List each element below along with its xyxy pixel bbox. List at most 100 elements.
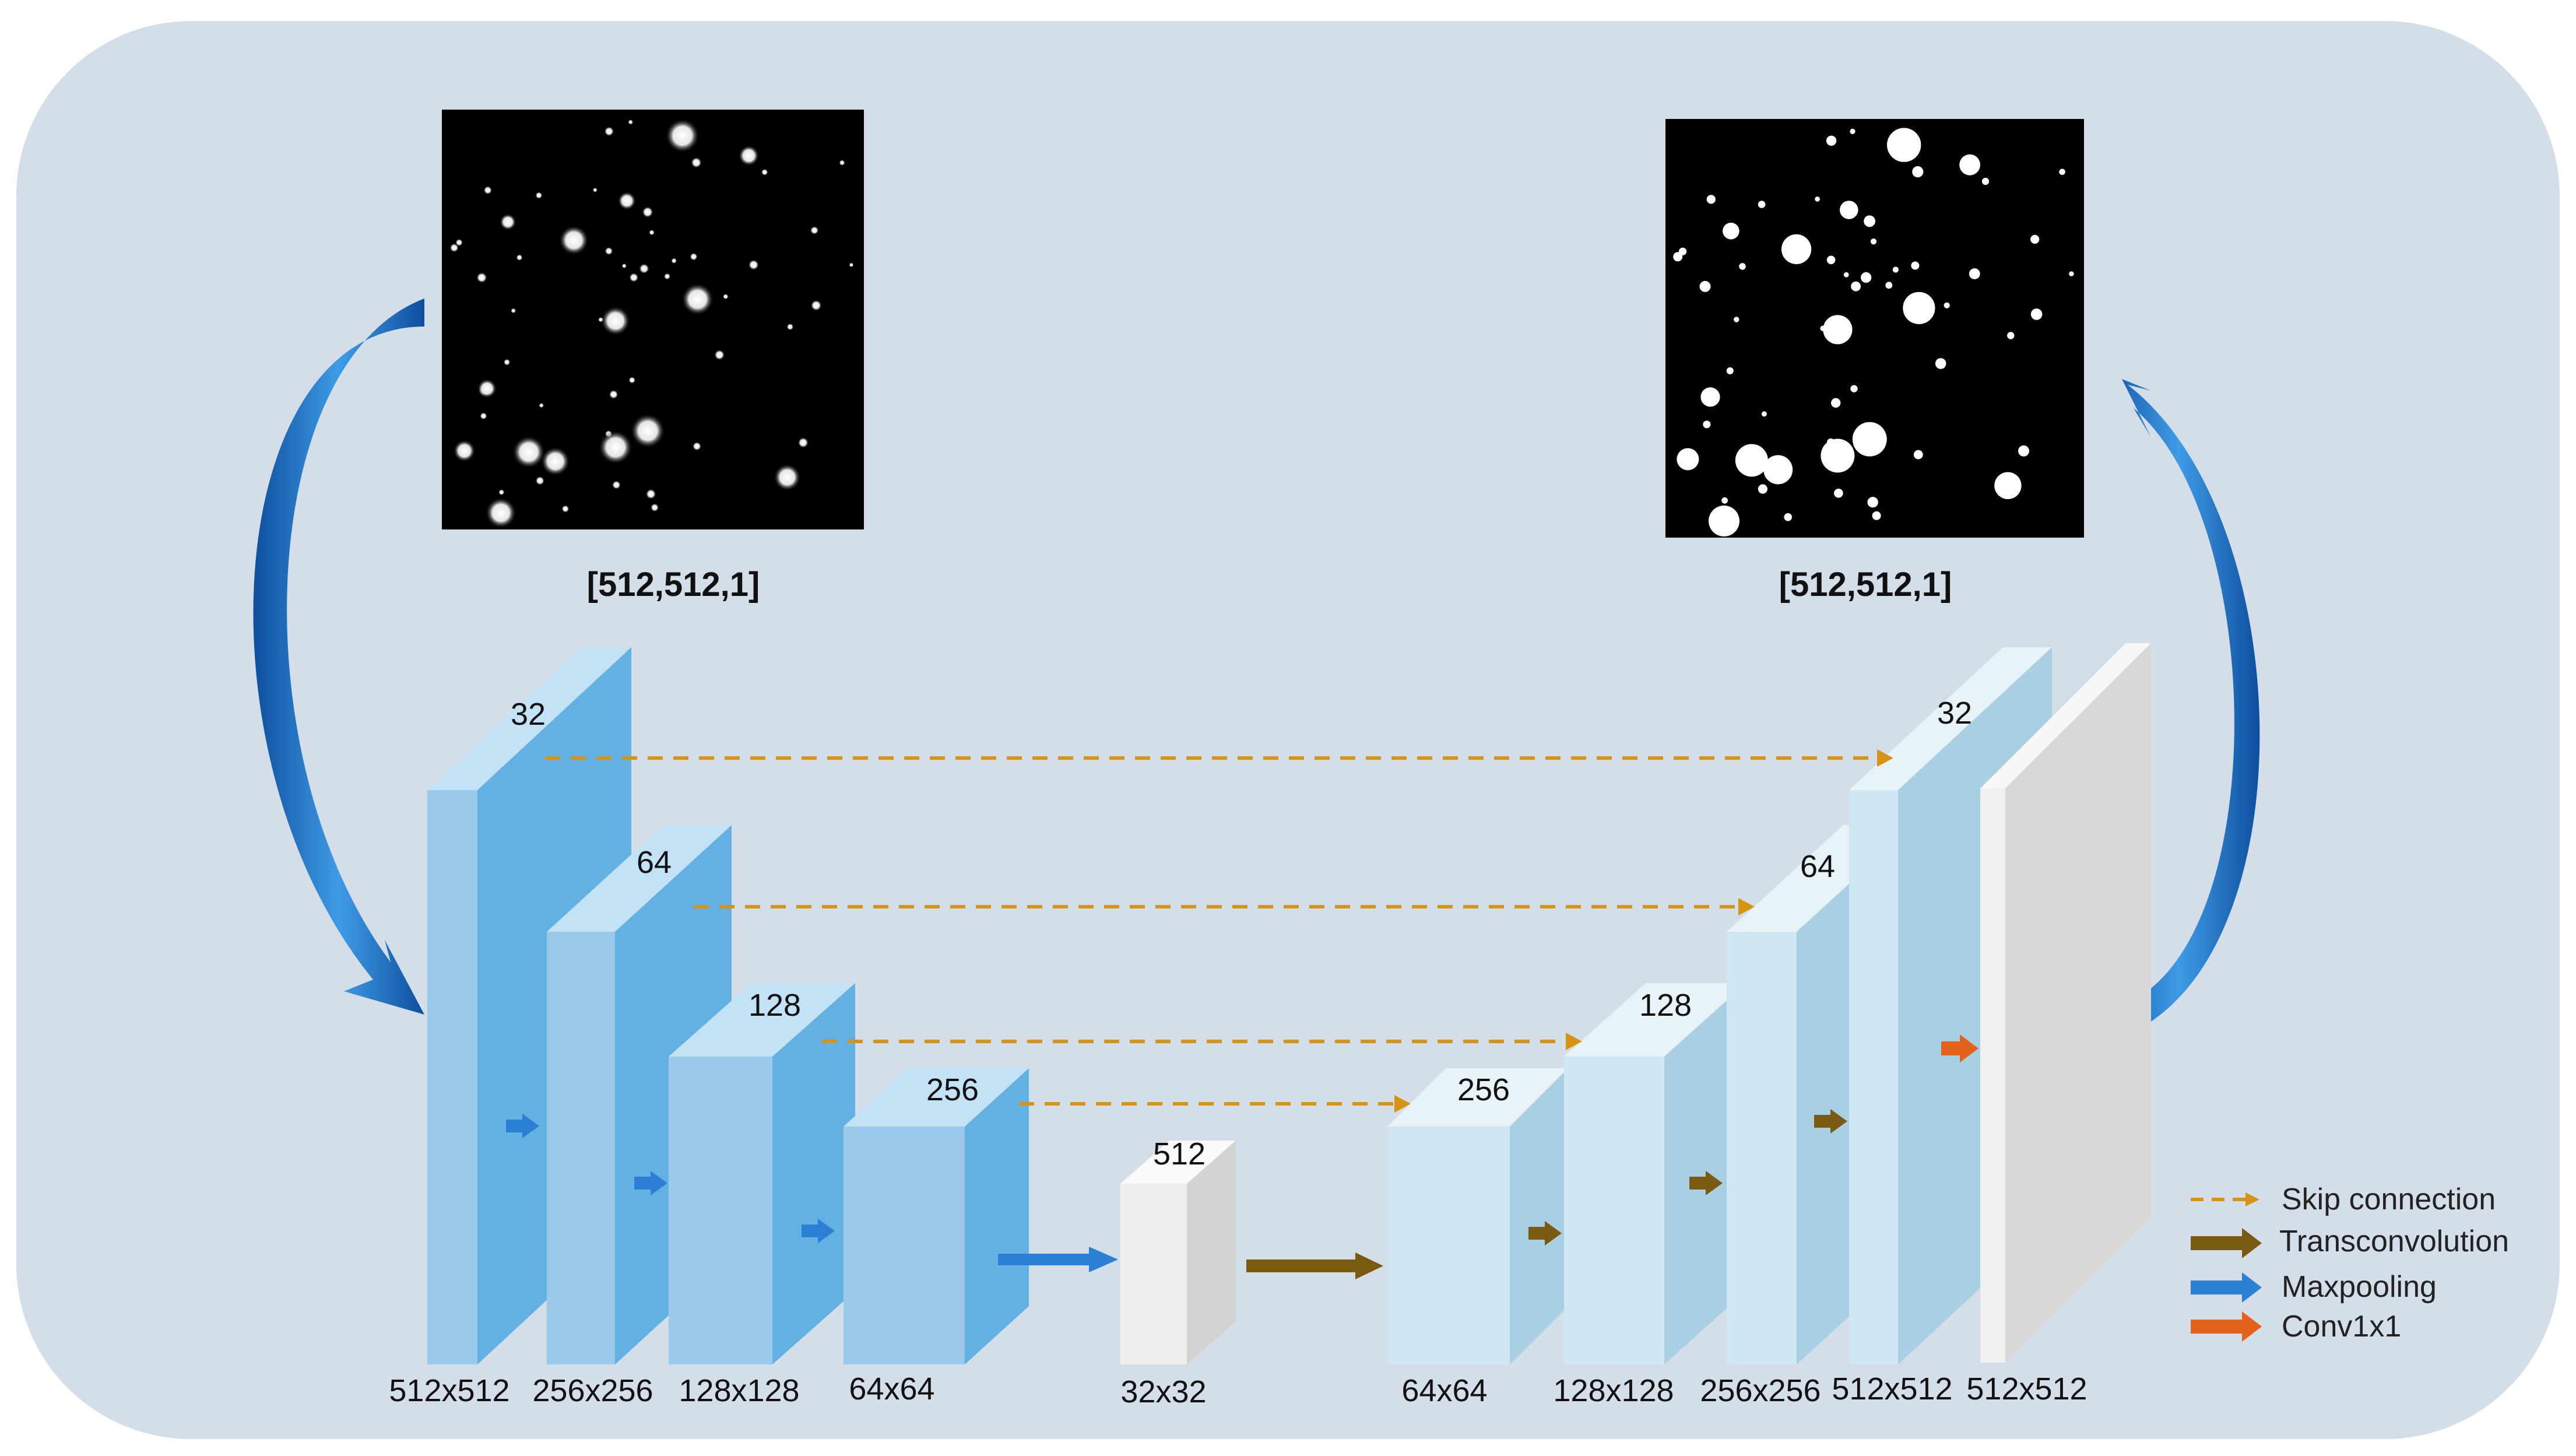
image-spot — [479, 412, 487, 420]
decoder-block-1 — [1387, 1068, 1568, 1364]
image-spot — [1784, 513, 1792, 521]
encoder-4-size: 64x64 — [849, 1371, 934, 1406]
image-spot — [690, 252, 698, 261]
decoder-3-channels: 64 — [1800, 849, 1835, 884]
image-spot — [1892, 266, 1899, 273]
image-spot — [628, 272, 639, 283]
input-flow-curved-arrow — [253, 299, 424, 1015]
legend-maxpooling: Maxpooling — [2191, 1270, 2437, 1304]
maxpool-arrow-3 — [802, 1219, 835, 1243]
decoder-2-size: 128x128 — [1553, 1373, 1674, 1408]
image-spot — [453, 440, 476, 462]
legend-transconvolution-label: Transconvolution — [2279, 1225, 2509, 1258]
image-spot — [511, 308, 516, 314]
image-spot — [1969, 268, 1980, 279]
image-spot — [539, 402, 544, 408]
image-spot — [714, 349, 725, 360]
image-spot — [1673, 252, 1683, 262]
image-spot — [2007, 332, 2015, 339]
image-spot — [839, 159, 845, 166]
image-spot — [1723, 222, 1739, 240]
image-spot — [663, 273, 671, 280]
image-spot — [1935, 358, 1946, 369]
image-spot — [621, 263, 627, 269]
encoder-3-channels: 128 — [748, 988, 801, 1023]
image-spot — [1831, 398, 1841, 408]
image-spot — [1709, 506, 1739, 536]
image-spot — [1864, 215, 1876, 227]
decoder-1-size: 64x64 — [1401, 1373, 1487, 1408]
image-spot — [540, 447, 570, 476]
encoder-2-channels: 64 — [637, 845, 672, 880]
image-spot — [786, 323, 794, 331]
image-spot — [2069, 271, 2074, 276]
image-spot — [1726, 367, 1734, 374]
image-spot — [774, 464, 801, 491]
image-spot — [849, 262, 854, 268]
skip-connection-256-arrowhead — [1394, 1095, 1411, 1113]
bottleneck-size: 32x32 — [1120, 1374, 1206, 1409]
image-spot — [1826, 135, 1837, 146]
image-spot — [650, 503, 659, 512]
image-spot — [604, 126, 614, 136]
image-spot — [1981, 177, 1990, 185]
legend: Skip connection Transconvolution Maxpool… — [2191, 1183, 2509, 1343]
output-flow-curved-arrow — [2097, 379, 2260, 1044]
encoder-2-size: 256x256 — [532, 1373, 653, 1408]
image-spot — [628, 119, 634, 125]
maxpool-arrow-1 — [506, 1114, 539, 1138]
legend-maxpooling-label: Maxpooling — [2282, 1270, 2437, 1304]
image-spot — [516, 254, 523, 261]
image-spot — [1815, 197, 1820, 202]
image-spot — [1867, 497, 1878, 508]
skip-connection-128-arrowhead — [1566, 1033, 1582, 1050]
image-spot — [592, 187, 598, 193]
image-spot — [1826, 255, 1836, 265]
maxpool-arrow-2 — [634, 1171, 667, 1195]
image-spot — [722, 293, 729, 300]
image-spot — [690, 157, 702, 169]
image-spot — [1677, 448, 1699, 471]
legend-conv1x1-label: Conv1x1 — [2282, 1310, 2401, 1343]
image-spot — [500, 213, 516, 231]
image-spot — [503, 359, 511, 366]
image-spot — [1852, 422, 1887, 457]
image-spot — [671, 258, 677, 264]
image-spot — [612, 480, 621, 490]
image-spot — [1700, 387, 1720, 407]
image-spot — [630, 413, 665, 448]
image-spot — [2018, 445, 2029, 457]
image-spot — [498, 489, 505, 496]
image-spot — [810, 226, 819, 235]
image-spot — [681, 283, 714, 315]
encoder-block-3 — [669, 983, 855, 1364]
output-block — [1980, 643, 2151, 1363]
skip-connection-64-arrowhead — [1738, 898, 1755, 915]
image-spot — [1912, 166, 1924, 178]
image-spot — [1735, 444, 1768, 477]
image-spot — [1870, 238, 1877, 245]
image-spot — [1959, 154, 1981, 176]
skip-connection-32-arrowhead — [1877, 749, 1893, 767]
image-spot — [1706, 195, 1716, 204]
image-spot — [1850, 385, 1858, 392]
image-spot — [1850, 128, 1855, 134]
decoder-1-channels: 256 — [1457, 1072, 1510, 1107]
decoder-3-size: 256x256 — [1700, 1373, 1821, 1408]
transconv-arrow-1 — [1528, 1221, 1562, 1246]
image-spot — [1758, 484, 1767, 494]
image-spot — [2030, 234, 2040, 244]
image-spot — [600, 306, 630, 336]
image-spot — [477, 378, 497, 398]
image-spot — [605, 247, 613, 255]
decoder-4-channels: 32 — [1937, 696, 1972, 731]
image-spot — [485, 497, 516, 528]
image-spot — [1703, 420, 1711, 429]
image-spot — [692, 441, 702, 451]
image-spot — [1734, 317, 1739, 322]
image-spot — [797, 437, 809, 448]
legend-skip-connection-label: Skip connection — [2282, 1183, 2496, 1216]
conv1x1-arrow — [1941, 1034, 1978, 1062]
